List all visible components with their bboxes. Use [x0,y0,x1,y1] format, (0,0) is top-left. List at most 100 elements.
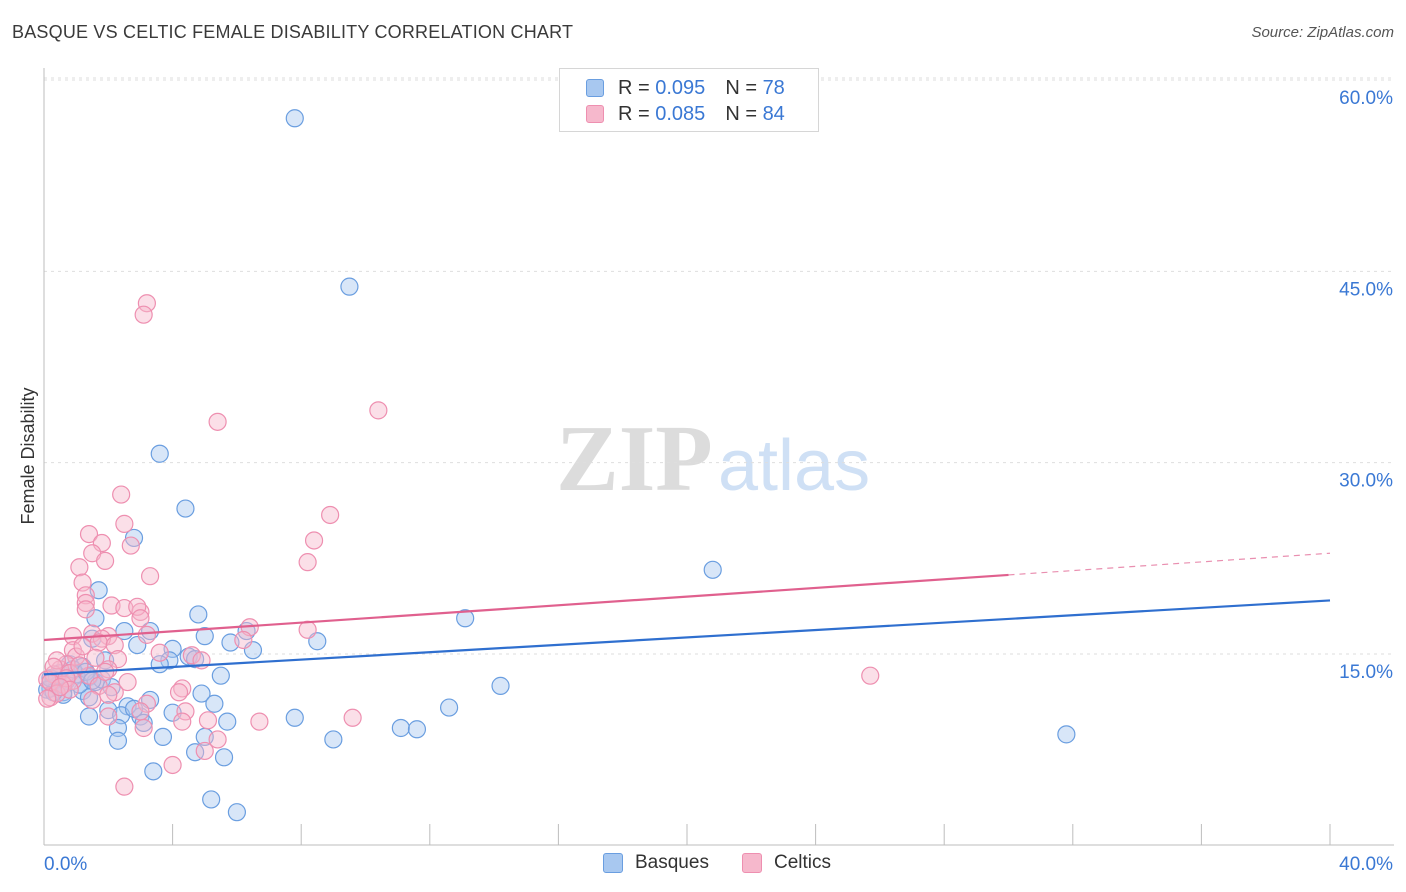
legend-swatch-basques [586,79,604,97]
point-celtics [163,755,182,775]
series-legend: Basques Celtics [0,852,1406,878]
y-tick-label: 60.0% [1339,88,1393,109]
point-celtics [50,678,70,697]
point-celtics [73,637,92,656]
point-basques [491,676,510,695]
series-legend-celtics[interactable]: Celtics [742,852,831,874]
point-celtics [137,625,156,644]
point-celtics [861,666,880,685]
point-basques [192,684,211,703]
series-legend-basques[interactable]: Basques [603,852,709,874]
x-tick-label: 40.0% [1339,854,1393,875]
point-celtics [150,643,169,662]
legend-r-value-celtics: 0.085 [655,102,706,125]
point-celtics [99,685,118,704]
point-basques [391,718,410,738]
point-basques [195,627,214,646]
point-celtics [198,711,218,730]
point-celtics [369,401,388,420]
correlation-legend: R = 0.095 N = 78 R = 0.085 N = 84 [559,68,819,132]
point-celtics [79,524,99,544]
point-celtics [343,708,362,727]
point-basques [340,277,359,296]
point-basques [189,605,208,624]
point-celtics [208,730,227,749]
point-basques [456,609,475,628]
point-basques [205,694,224,713]
legend-r-label: R = [618,76,650,99]
x-tick-label: 0.0% [44,854,87,875]
point-celtics [304,531,324,550]
y-tick-label: 15.0% [1339,662,1393,683]
point-celtics [99,707,118,726]
legend-n-value-basques: 78 [762,76,785,99]
point-celtics [208,412,227,431]
point-basques [214,748,234,767]
legend-r-value-basques: 0.095 [655,76,706,99]
point-basques [439,698,459,717]
legend-row-celtics: R = 0.085 N = 84 [586,102,785,126]
trendline-celtics-extension [1008,552,1331,576]
point-celtics [105,635,124,655]
point-celtics [83,690,102,710]
point-celtics [115,777,134,796]
point-celtics [137,294,156,313]
point-celtics [118,672,137,692]
point-celtics [86,648,105,667]
legend-r-label: R = [618,102,650,125]
watermark-atlas: atlas [718,426,870,506]
point-celtics [176,702,195,721]
point-celtics [169,683,189,702]
series-swatch-celtics [742,853,762,873]
point-celtics [131,602,150,622]
point-celtics [76,586,95,605]
legend-n-label: N = [725,102,757,125]
point-basques [150,444,169,463]
point-celtics [76,593,95,613]
legend-swatch-celtics [586,105,604,123]
watermark-zip: ZIP [556,407,713,511]
point-celtics [38,689,57,708]
point-celtics [44,657,63,676]
y-axis-label: Female Disability [18,387,38,524]
point-celtics [182,646,201,665]
y-tick-label: 30.0% [1339,471,1393,492]
point-basques [202,790,221,809]
point-celtics [134,305,153,324]
legend-row-basques: R = 0.095 N = 78 [586,76,785,100]
point-basques [1057,725,1076,744]
point-basques [79,707,99,726]
series-label-celtics: Celtics [774,852,832,873]
point-basques [186,743,205,762]
point-celtics [70,656,89,675]
legend-n-value-celtics: 84 [762,102,785,125]
trendline-basques [43,599,1331,676]
point-celtics [250,712,269,731]
point-celtics [321,505,340,525]
chart-title: BASQUE VS CELTIC FEMALE DISABILITY CORRE… [12,22,574,42]
point-celtics [121,536,140,555]
point-basques [407,720,427,739]
point-celtics [70,558,89,577]
series-label-basques: Basques [635,852,709,873]
point-celtics [115,514,134,533]
point-celtics [298,620,317,639]
point-basques [703,560,722,579]
point-basques [144,762,163,781]
point-celtics [140,567,160,586]
point-celtics [112,485,131,504]
point-celtics [173,712,192,731]
point-basques [218,712,237,731]
point-celtics [131,702,150,721]
series-swatch-basques [603,853,623,873]
point-basques [227,803,246,822]
point-celtics [195,741,214,761]
y-tick-label: 45.0% [1339,279,1393,300]
point-basques [108,731,128,750]
point-basques [324,730,343,749]
point-celtics [298,553,317,572]
trendline-celtics [43,573,1009,642]
point-celtics [234,630,253,650]
point-basques [285,708,304,727]
